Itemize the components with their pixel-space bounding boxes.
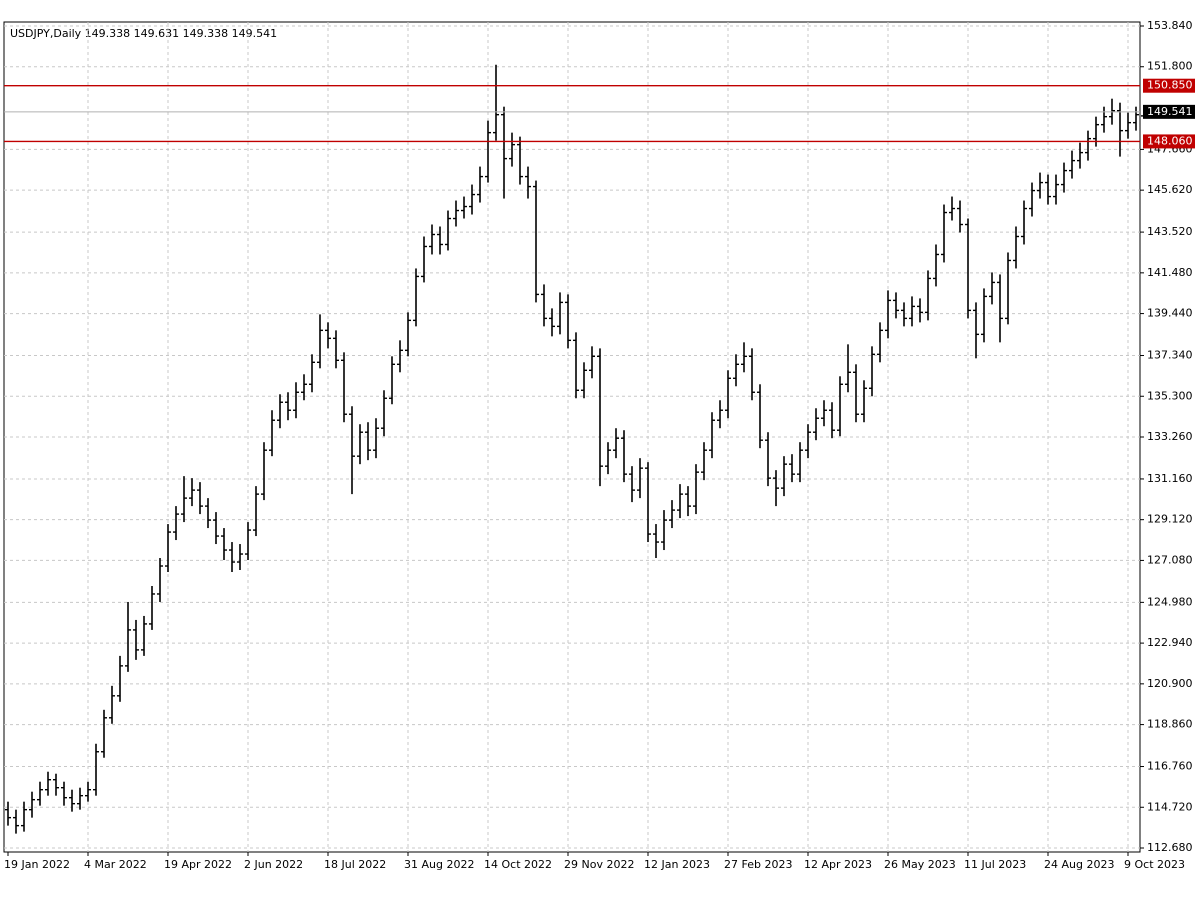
x-tick-label: 12 Jan 2023 <box>644 858 710 871</box>
x-tick-label: 26 May 2023 <box>884 858 956 871</box>
y-tick-label: 131.160 <box>1147 472 1193 485</box>
y-tick-label: 141.480 <box>1147 266 1193 279</box>
y-tick-label: 114.720 <box>1147 800 1193 813</box>
y-tick-label: 120.900 <box>1147 677 1193 690</box>
plot-frame <box>3 21 1141 853</box>
bid-label: 149.541 <box>1147 105 1193 118</box>
y-tick-label: 129.120 <box>1147 513 1193 526</box>
x-tick-label: 12 Apr 2023 <box>804 858 872 871</box>
x-tick-label: 14 Oct 2022 <box>484 858 552 871</box>
y-tick-label: 133.260 <box>1147 430 1193 443</box>
x-tick-label: 29 Nov 2022 <box>564 858 634 871</box>
x-tick-label: 9 Oct 2023 <box>1124 858 1185 871</box>
y-tick-label: 127.080 <box>1147 553 1193 566</box>
chart-title: USDJPY,Daily 149.338 149.631 149.338 149… <box>10 27 277 40</box>
y-tick-label: 143.520 <box>1147 225 1193 238</box>
y-tick-label: 137.340 <box>1147 349 1193 362</box>
y-tick-label: 145.620 <box>1147 183 1193 196</box>
x-tick-label: 18 Jul 2022 <box>324 858 386 871</box>
y-tick-label: 112.680 <box>1147 841 1193 854</box>
level-label-box <box>1143 78 1195 93</box>
x-tick-label: 11 Jul 2023 <box>964 858 1026 871</box>
level-label: 148.060 <box>1147 134 1193 147</box>
level-label: 150.850 <box>1147 79 1193 92</box>
x-tick-label: 4 Mar 2022 <box>84 858 147 871</box>
x-tick-label: 27 Feb 2023 <box>724 858 792 871</box>
x-tick-label: 2 Jun 2022 <box>244 858 303 871</box>
x-tick-label: 31 Aug 2022 <box>404 858 474 871</box>
y-tick-label: 122.940 <box>1147 636 1193 649</box>
y-tick-label: 139.440 <box>1147 307 1193 320</box>
bid-label-box <box>1143 104 1195 119</box>
y-tick-label: 135.300 <box>1147 389 1193 402</box>
x-tick-label: 19 Apr 2022 <box>164 858 232 871</box>
level-label-box <box>1143 134 1195 149</box>
y-tick-label: 151.800 <box>1147 60 1193 73</box>
y-tick-label: 118.860 <box>1147 718 1193 731</box>
y-tick-label: 153.840 <box>1147 19 1193 32</box>
x-tick-label: 24 Aug 2023 <box>1044 858 1114 871</box>
y-tick-label: 124.980 <box>1147 595 1193 608</box>
x-tick-label: 19 Jan 2022 <box>4 858 70 871</box>
y-tick-label: 116.760 <box>1147 760 1193 773</box>
